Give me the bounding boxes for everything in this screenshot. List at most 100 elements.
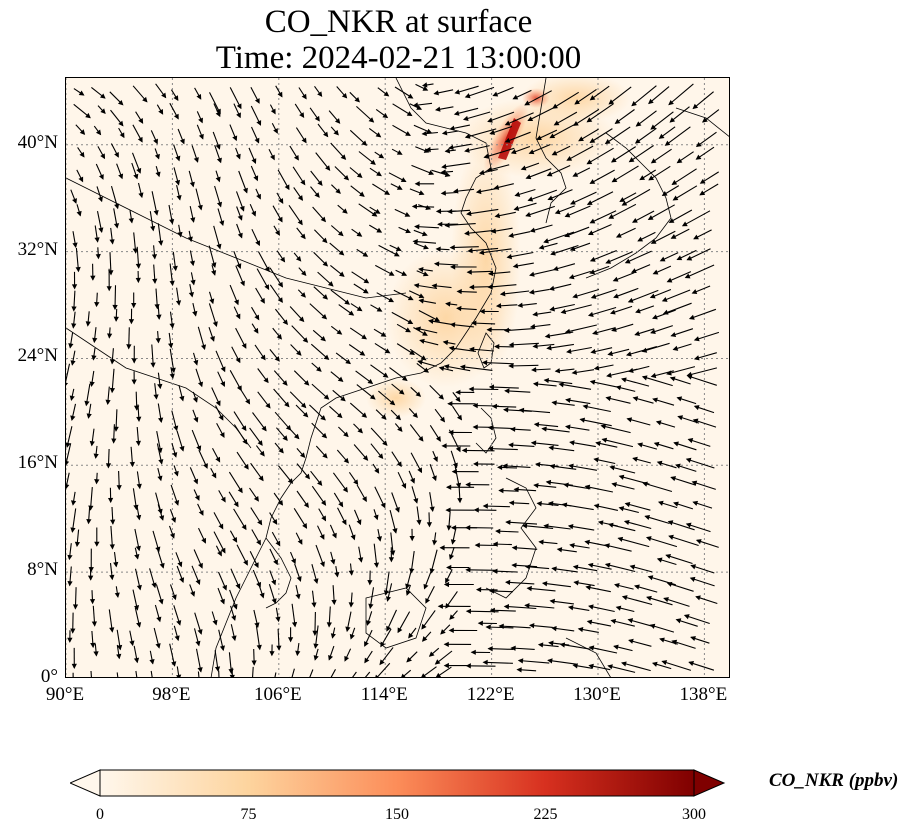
wind-arrow-head [237,215,243,221]
wind-arrow-head [421,82,428,88]
wind-arrow-head [441,163,447,170]
wind-arrow-head [339,271,345,277]
wind-arrow-head [241,524,247,531]
wind-arrow-head [464,93,471,99]
wind-arrow-head [686,374,693,380]
wind-arrow-head [569,542,575,549]
wind-arrow [450,246,479,249]
wind-arrow-head [369,394,376,400]
wind-arrow-head [349,633,355,640]
wind-arrow-head [637,236,644,242]
wind-arrow-head [231,615,237,621]
wind-arrow-head [343,174,350,181]
wind-arrow-head [552,265,559,272]
wind-arrow-head [604,562,611,568]
wind-arrow-head [128,319,135,325]
wind-arrow-head [157,475,163,482]
wind-arrow-head [331,532,337,539]
wind-arrow-head [444,171,451,178]
wind-arrow-head [671,179,678,185]
wind-arrow-head [117,644,123,651]
wind-arrow-head [546,171,553,177]
wind-arrow-head [429,506,435,512]
wind-arrow-head [406,656,412,663]
wind-arrow-head [257,519,263,526]
wind-arrow-head [695,154,702,160]
wind-arrow-head [564,212,571,218]
wind-arrow-head [468,346,475,352]
wind-arrow-head [686,255,693,261]
wind-arrow-head [67,554,73,561]
wind-arrow-head [254,137,260,144]
wind-arrow-head [607,522,614,528]
wind-arrow-head [635,121,642,127]
wind-arrow-head [582,404,589,410]
wind-arrow [588,223,612,235]
wind-arrow-head [435,672,442,677]
wind-arrow-head [197,629,203,635]
wind-arrow-head [151,582,157,589]
wind-arrow [518,659,550,664]
wind-arrow-head [535,461,541,468]
wind-arrow-head [68,343,74,349]
wind-arrow [352,671,357,677]
wind-arrow-head [334,571,340,578]
wind-arrow-head [564,328,571,334]
wind-arrow-head [676,158,683,164]
wind-arrow-head [196,445,202,452]
wind-arrow-head [299,112,305,119]
wind-arrow-head [72,242,78,248]
wind-arrow [611,146,636,163]
wind-arrow-head [392,528,398,534]
wind-arrow-head [546,345,552,351]
wind-arrow-head [470,649,476,655]
wind-arrow-head [136,584,142,591]
wind-arrow-head [405,590,411,596]
wind-arrow [610,466,636,474]
wind-arrow-head [418,298,424,304]
wind-arrow-head [98,174,104,180]
wind-arrow-head [538,539,544,545]
wind-arrow-head [296,350,302,356]
wind-arrow [625,250,652,264]
wind-arrow-head [435,436,441,442]
wind-arrow-head [254,622,260,628]
wind-arrow-head [427,318,434,324]
wind-arrow-head [547,658,553,664]
wind-arrow-head [128,217,134,224]
wind-arrow-head [426,128,433,134]
wind-arrow-head [516,667,522,673]
wind-arrow-head [618,506,625,512]
wind-arrow-head [76,210,82,217]
wind-arrow-head [677,415,684,421]
wind-arrow-head [95,129,102,136]
wind-arrow-head [380,331,387,337]
wind-arrow-head [359,350,366,356]
wind-arrow-head [413,283,420,289]
wind-arrow-head [382,372,389,378]
wind-arrow-head [256,539,261,546]
wind-arrow-head [72,198,77,204]
map-canvas [66,78,729,677]
colorbar-gradient [99,769,695,797]
wind-arrow-head [198,117,203,124]
wind-arrow-head [112,304,118,311]
wind-arrow-head [671,639,678,645]
wind-arrow-head [175,155,181,162]
wind-arrow-head [512,94,519,100]
wind-arrow-head [572,663,578,669]
colorbar-tick-label: 300 [682,806,706,823]
wind-arrow-head [382,440,388,446]
wind-arrow [466,569,497,571]
wind-arrow [465,86,495,98]
wind-arrow-head [690,564,697,570]
wind-arrow-head [66,460,70,466]
wind-arrow-head [487,425,494,431]
wind-arrow [690,577,715,587]
wind-arrow-head [465,608,472,614]
wind-arrow [613,287,639,298]
wind-arrow-head [300,179,306,186]
wind-arrow-head [669,117,676,123]
wind-arrow-head [401,271,408,276]
wind-arrow-head [584,484,591,490]
